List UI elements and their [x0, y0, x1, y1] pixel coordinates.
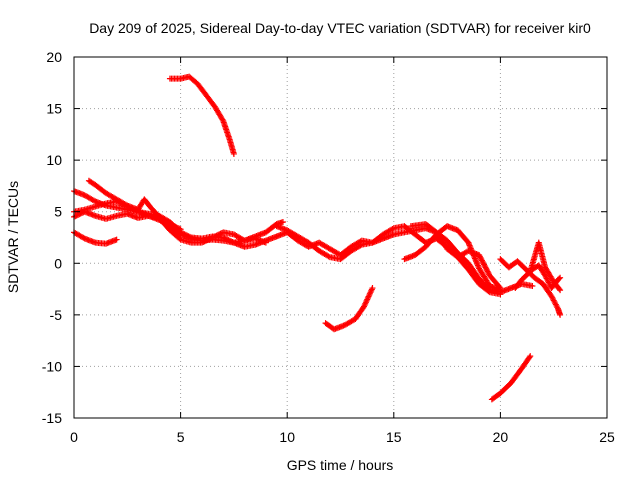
data-point [182, 231, 189, 238]
data-point [213, 232, 220, 239]
data-point [212, 233, 219, 240]
y-tick-label: 10 [46, 152, 62, 168]
series-track-12 [497, 256, 564, 318]
data-point [226, 237, 233, 244]
data-point [217, 230, 224, 237]
data-point [113, 236, 120, 243]
data-point [76, 211, 83, 218]
data-point [201, 238, 208, 245]
data-point [205, 236, 212, 243]
data-point [224, 236, 231, 243]
data-point [222, 235, 229, 242]
data-point [174, 224, 181, 231]
data-point [77, 210, 84, 217]
x-tick-label: 0 [70, 429, 78, 445]
y-axis-label: SDTVAR / TECUs [5, 181, 21, 293]
data-point [262, 239, 269, 246]
data-point [526, 354, 533, 361]
data-point [214, 231, 221, 238]
data-point [206, 235, 213, 242]
data-point [73, 212, 80, 219]
data-point [527, 353, 534, 360]
plot-frame [73, 56, 608, 419]
data-point [169, 222, 176, 229]
data-point [554, 304, 561, 311]
x-tick-label: 5 [177, 429, 185, 445]
data-point [80, 234, 87, 241]
grid-lines [74, 57, 607, 418]
data-point [325, 253, 332, 260]
data-point [557, 311, 564, 318]
data-point [485, 288, 492, 295]
data-point [219, 116, 226, 123]
data-points [71, 73, 564, 403]
data-point [529, 282, 536, 289]
data-point [209, 234, 216, 241]
data-point [78, 210, 85, 217]
data-point [389, 225, 396, 232]
series-track-4 [85, 177, 184, 233]
data-point [184, 232, 191, 239]
x-tick-label: 15 [386, 429, 402, 445]
data-point [185, 233, 192, 240]
data-point [177, 226, 184, 233]
data-point [557, 274, 564, 281]
data-point [221, 235, 228, 242]
series-track-15 [488, 353, 534, 403]
data-point [90, 197, 97, 204]
x-tick-label: 10 [279, 429, 295, 445]
chart-title: Day 209 of 2025, Sidereal Day-to-day VTE… [89, 20, 591, 36]
data-point [178, 229, 185, 236]
y-tick-label: -5 [50, 307, 63, 323]
data-point [176, 225, 183, 232]
data-point [186, 233, 193, 240]
data-point [369, 285, 376, 292]
data-point [72, 213, 79, 220]
data-point [74, 211, 81, 218]
y-tick-label: 5 [54, 204, 62, 220]
data-point [557, 287, 564, 294]
axis-ticks: 0 5 10 15 20 25 -15 -10 -5 0 5 10 15 20 [42, 49, 615, 445]
data-point [172, 223, 179, 230]
data-point [173, 224, 180, 231]
data-point [122, 201, 129, 208]
data-point [229, 239, 236, 246]
data-point [210, 233, 217, 240]
y-tick-label: 0 [54, 255, 62, 271]
data-point [556, 285, 563, 292]
data-point [200, 239, 207, 246]
y-tick-label: -10 [42, 358, 62, 374]
series-track-10 [407, 221, 504, 292]
y-tick-label: 20 [46, 49, 62, 65]
series-track-14 [512, 239, 564, 294]
data-point [225, 237, 232, 244]
x-tick-label: 25 [599, 429, 615, 445]
data-point [556, 275, 563, 282]
data-point [181, 231, 188, 238]
data-point [166, 221, 173, 228]
data-point [208, 235, 215, 242]
data-point [168, 221, 175, 228]
data-point [202, 237, 209, 244]
data-point [228, 238, 235, 245]
series-track-6 [166, 73, 237, 157]
data-point [198, 239, 205, 246]
data-point [216, 231, 223, 238]
data-point [180, 230, 187, 237]
data-point [497, 285, 504, 292]
data-point [496, 283, 503, 290]
x-axis-label: GPS time / hours [287, 457, 394, 473]
data-point [170, 223, 177, 230]
data-point [279, 219, 286, 226]
series-track-11 [322, 285, 376, 333]
x-tick-label: 20 [493, 429, 509, 445]
y-tick-label: 15 [46, 101, 62, 117]
data-point [230, 150, 237, 157]
y-tick-label: -15 [42, 410, 62, 426]
data-point [220, 234, 227, 241]
series-track-5 [71, 229, 120, 247]
data-point [204, 237, 211, 244]
